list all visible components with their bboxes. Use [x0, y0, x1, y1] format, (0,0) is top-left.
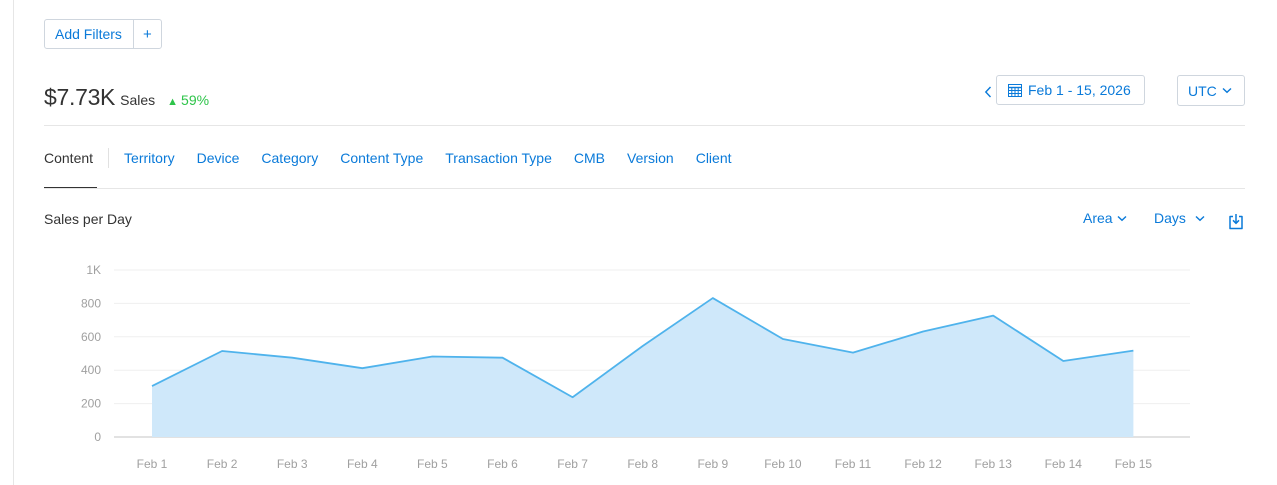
x-tick-label: Feb 9 [697, 457, 728, 471]
sales-total-value: $7.73K [44, 84, 116, 110]
interval-dropdown[interactable]: Days [1154, 210, 1205, 226]
x-tick-label: Feb 11 [835, 457, 872, 471]
previous-period-button[interactable] [981, 79, 995, 105]
y-tick-label: 400 [81, 363, 101, 377]
tab-content[interactable]: Content [44, 150, 94, 166]
chart-type-label: Area [1083, 210, 1113, 226]
chart-type-dropdown[interactable]: Area [1083, 210, 1127, 226]
chevron-down-icon [1222, 87, 1232, 94]
left-border [13, 0, 14, 485]
sales-total-label: Sales [120, 92, 156, 108]
tab-cmb[interactable]: CMB [573, 150, 605, 166]
x-tick-label: Feb 7 [557, 457, 588, 471]
sales-delta: ▲ 59% [167, 92, 209, 108]
header-divider [44, 125, 1245, 126]
dimension-tabs: Content Territory Device Category Conten… [44, 147, 754, 169]
x-tick-label: Feb 6 [487, 457, 518, 471]
tabs-divider [44, 188, 1245, 189]
sales-area-chart: 0 200 400 600 800 1K Feb 1 Feb 2 Feb 3 Feb 4 Feb 5… [81, 263, 1190, 471]
x-tick-label: Feb 4 [347, 457, 378, 471]
sales-summary: $7.73K Sales ▲ 59% [44, 84, 209, 111]
x-tick-label: Feb 14 [1045, 457, 1083, 471]
x-tick-label: Feb 5 [417, 457, 448, 471]
interval-label: Days [1154, 210, 1186, 226]
sales-line [151, 297, 1134, 399]
filter-button-group: Add Filters + [44, 19, 162, 49]
calendar-icon [1008, 83, 1022, 97]
tab-transaction-type[interactable]: Transaction Type [445, 150, 552, 166]
y-tick-label: 0 [94, 430, 101, 444]
tab-client[interactable]: Client [695, 150, 732, 166]
download-icon[interactable] [1228, 212, 1244, 230]
y-tick-label: 600 [81, 330, 101, 344]
x-tick-label: Feb 8 [627, 457, 658, 471]
x-tick-label: Feb 13 [975, 457, 1013, 471]
chevron-left-icon [984, 86, 992, 98]
x-tick-label: Feb 2 [207, 457, 238, 471]
x-tick-label: Feb 15 [1115, 457, 1153, 471]
sales-area-fill [152, 298, 1134, 437]
tab-content-type[interactable]: Content Type [340, 150, 424, 166]
x-tick-label: Feb 1 [137, 457, 168, 471]
timezone-label: UTC [1188, 82, 1217, 99]
date-range-picker[interactable]: Feb 1 - 15, 2026 [996, 75, 1145, 105]
x-tick-label: Feb 12 [904, 457, 942, 471]
x-tick-label: Feb 3 [277, 457, 308, 471]
y-tick-label: 1K [86, 263, 101, 277]
y-tick-label: 800 [81, 296, 101, 310]
tab-territory[interactable]: Territory [124, 150, 175, 166]
chevron-down-icon [1117, 215, 1127, 222]
tab-category[interactable]: Category [261, 150, 319, 166]
y-tick-label: 200 [81, 397, 101, 411]
chart-section-title: Sales per Day [44, 211, 132, 227]
date-range-label: Feb 1 - 15, 2026 [1028, 82, 1131, 98]
timezone-select[interactable]: UTC [1177, 75, 1245, 106]
tab-separator [108, 148, 110, 168]
tab-version[interactable]: Version [627, 150, 674, 166]
x-tick-label: Feb 10 [764, 457, 802, 471]
chevron-down-icon [1195, 215, 1205, 222]
add-filter-plus-button[interactable]: + [132, 20, 161, 48]
tab-device[interactable]: Device [196, 150, 240, 166]
sales-delta-value: 59% [181, 92, 210, 108]
add-filters-button[interactable]: Add Filters [55, 26, 122, 42]
up-triangle-icon: ▲ [167, 96, 179, 108]
